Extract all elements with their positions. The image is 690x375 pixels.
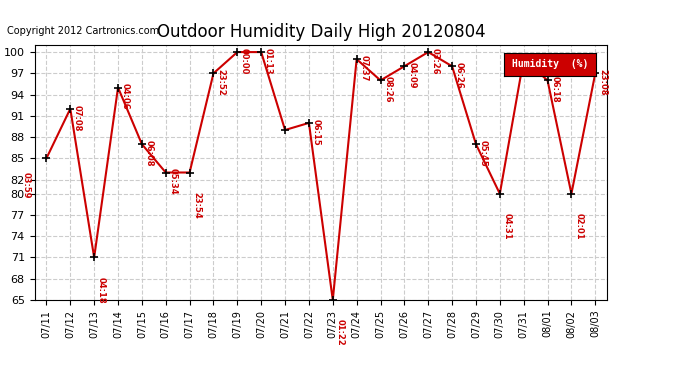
Text: 02:01: 02:01 [574,213,583,240]
Text: 08:26: 08:26 [383,76,393,103]
Text: 06:26: 06:26 [455,62,464,89]
Text: 23:08: 23:08 [598,69,607,96]
Text: 06:08: 06:08 [145,140,154,166]
Text: 07:08: 07:08 [73,105,82,131]
Text: 04:31: 04:31 [502,213,511,240]
Text: 23:52: 23:52 [216,69,225,96]
Text: 23:54: 23:54 [193,192,201,219]
Text: 05:34: 05:34 [168,168,177,195]
Text: 07:37: 07:37 [359,55,368,81]
Title: Outdoor Humidity Daily High 20120804: Outdoor Humidity Daily High 20120804 [157,22,485,40]
Text: Copyright 2012 Cartronics.com: Copyright 2012 Cartronics.com [7,26,159,36]
Text: 04:: 04: [526,55,535,70]
Text: 03:59: 03:59 [21,172,30,199]
Text: 06:15: 06:15 [312,119,321,146]
Text: 03:26: 03:26 [431,48,440,75]
Text: 04:06: 04:06 [121,83,130,110]
Text: 06:18: 06:18 [551,76,560,103]
Text: 01:13: 01:13 [264,48,273,75]
Text: 00:00: 00:00 [240,48,249,74]
Text: 04:18: 04:18 [97,277,106,304]
Text: 05:45: 05:45 [479,140,488,167]
Text: 04:09: 04:09 [407,62,416,88]
Text: 01:22: 01:22 [335,320,344,346]
